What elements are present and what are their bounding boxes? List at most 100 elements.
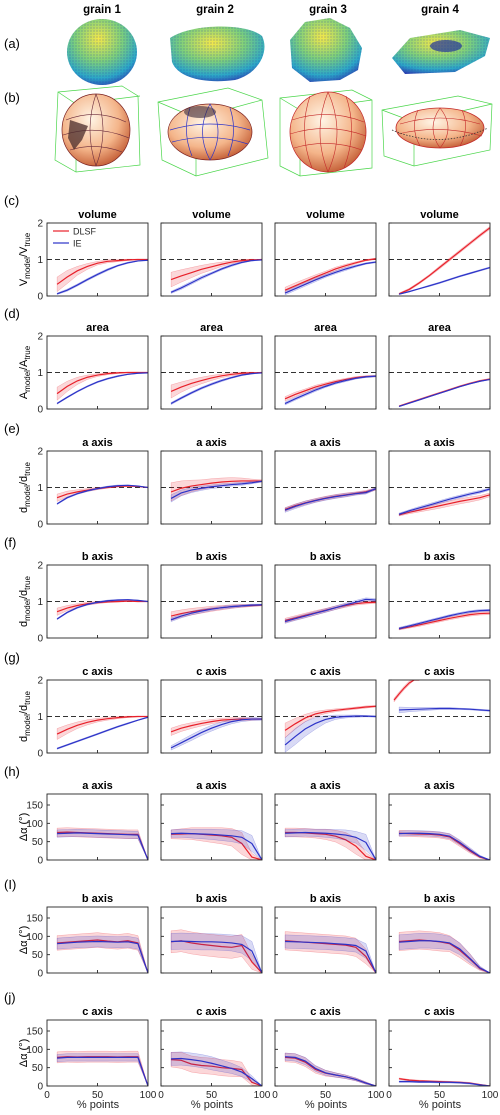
- band-dlsf: [170, 827, 262, 860]
- band-ie: [398, 706, 490, 714]
- legend-label-dlsf: DLSF: [73, 227, 97, 237]
- series-group: [56, 258, 148, 295]
- band-ie: [170, 932, 262, 973]
- xlabel-col-2: % points: [191, 1099, 234, 1111]
- band-dlsf: [398, 930, 490, 973]
- subplot-title: area: [86, 322, 110, 334]
- series-group: [398, 930, 490, 973]
- x-tick-label: 100: [368, 1090, 385, 1101]
- y-tick-label: 0: [37, 405, 43, 416]
- panel-label: (g): [4, 650, 20, 665]
- x-tick-label: 50: [434, 1090, 446, 1101]
- panel-label: (j): [4, 990, 16, 1005]
- subplot-title: b axis: [196, 893, 227, 905]
- subplot-2: a axis: [160, 437, 263, 525]
- y-axis-label: dmodel/dtrue: [18, 691, 32, 742]
- line-ie: [399, 1080, 490, 1086]
- subplot-4: c axis 0 50 100: [386, 1006, 499, 1101]
- subplot-title: area: [314, 322, 338, 334]
- band-dlsf: [170, 371, 262, 399]
- x-tick-label: 0: [158, 1090, 164, 1101]
- x-tick-label: 50: [320, 1090, 332, 1101]
- grain-2-title: grain 2: [196, 4, 234, 16]
- subplot-title: a axis: [196, 780, 227, 792]
- grain-3-fit: [279, 89, 373, 177]
- subplot-4: c axis: [388, 666, 491, 754]
- subplot-4: area: [388, 322, 491, 410]
- series-group: [170, 258, 262, 294]
- subplot-4: a axis: [388, 780, 491, 861]
- subplot-4: b axis: [388, 551, 491, 639]
- series-group: [398, 608, 490, 631]
- series-group: [398, 830, 490, 860]
- subplot-1: area 0 1 2: [37, 322, 149, 416]
- line-ie: [399, 707, 490, 712]
- band-ie: [56, 935, 148, 973]
- grain-4-pointcloud: [392, 30, 490, 74]
- y-tick-label: 2: [37, 447, 43, 458]
- line-ie: [171, 1057, 262, 1086]
- subplot-title: c axis: [424, 1006, 455, 1018]
- chart-row-2: (d) Amodel/Atrue area 0 1 2 area area area: [4, 306, 491, 416]
- band-dlsf: [284, 827, 376, 860]
- axes-box: [388, 1019, 491, 1087]
- y-tick-label: 1: [37, 255, 43, 266]
- subplot-title: a axis: [310, 780, 341, 792]
- series-group: [284, 931, 376, 973]
- subplot-title: b axis: [82, 551, 113, 563]
- x-tick-label: 0: [272, 1090, 278, 1101]
- subplot-title: c axis: [196, 1006, 227, 1018]
- line-ie: [398, 266, 490, 295]
- band-ie: [56, 716, 148, 750]
- series-group: [56, 599, 148, 621]
- subplot-2: c axis: [160, 666, 263, 754]
- subplot-title: c axis: [424, 666, 455, 678]
- band-ie: [284, 934, 376, 973]
- line-ie: [399, 832, 490, 860]
- series-group: [170, 1051, 262, 1086]
- line-ie: [285, 831, 376, 860]
- x-tick-label: 100: [482, 1090, 499, 1101]
- line-ie: [56, 484, 148, 505]
- band-ie: [398, 933, 490, 973]
- band-ie: [170, 717, 262, 751]
- subplot-2: volume: [160, 209, 263, 297]
- line-ie: [398, 609, 490, 630]
- band-dlsf: [284, 375, 376, 402]
- line-ie: [171, 940, 262, 973]
- x-tick-label: 100: [140, 1090, 157, 1101]
- series-group: [398, 378, 490, 408]
- chart-row-8: (j) Δα (°) c axis 0 50 100 150 0 50 100 c axis 0 50 1…: [4, 990, 499, 1101]
- panel-label-b: (b): [4, 90, 20, 105]
- line-ie: [284, 375, 376, 405]
- series-group: [170, 717, 262, 751]
- subplot-title: c axis: [82, 666, 113, 678]
- line-ie: [56, 599, 148, 620]
- band-dlsf: [56, 932, 148, 973]
- y-axis-label: Δα (°): [18, 1039, 30, 1068]
- y-tick-label: 2: [37, 219, 43, 230]
- y-axis-label: Δα (°): [18, 813, 30, 842]
- subplot-title: a axis: [310, 437, 341, 449]
- series-group: [170, 603, 262, 622]
- panel-label: (h): [4, 764, 20, 779]
- y-tick-label: 0: [37, 856, 43, 867]
- subplot-title: a axis: [82, 437, 113, 449]
- subplot-1: a axis 0 50 100 150: [26, 780, 149, 867]
- y-tick-label: 150: [26, 914, 43, 925]
- y-tick-label: 1: [37, 483, 43, 494]
- y-axis-label: dmodel/dtrue: [18, 462, 32, 513]
- subplot-1: c axis 0 1 2: [37, 666, 149, 760]
- line-ie: [170, 718, 262, 749]
- subplot-4: a axis: [388, 437, 491, 525]
- line-ie: [284, 261, 376, 294]
- band-dlsf: [284, 600, 376, 623]
- grain-1-fit: [54, 85, 141, 173]
- line-ie: [398, 378, 490, 408]
- band-dlsf: [170, 929, 262, 973]
- subplot-title: a axis: [82, 780, 113, 792]
- panel-label: (c): [4, 193, 19, 208]
